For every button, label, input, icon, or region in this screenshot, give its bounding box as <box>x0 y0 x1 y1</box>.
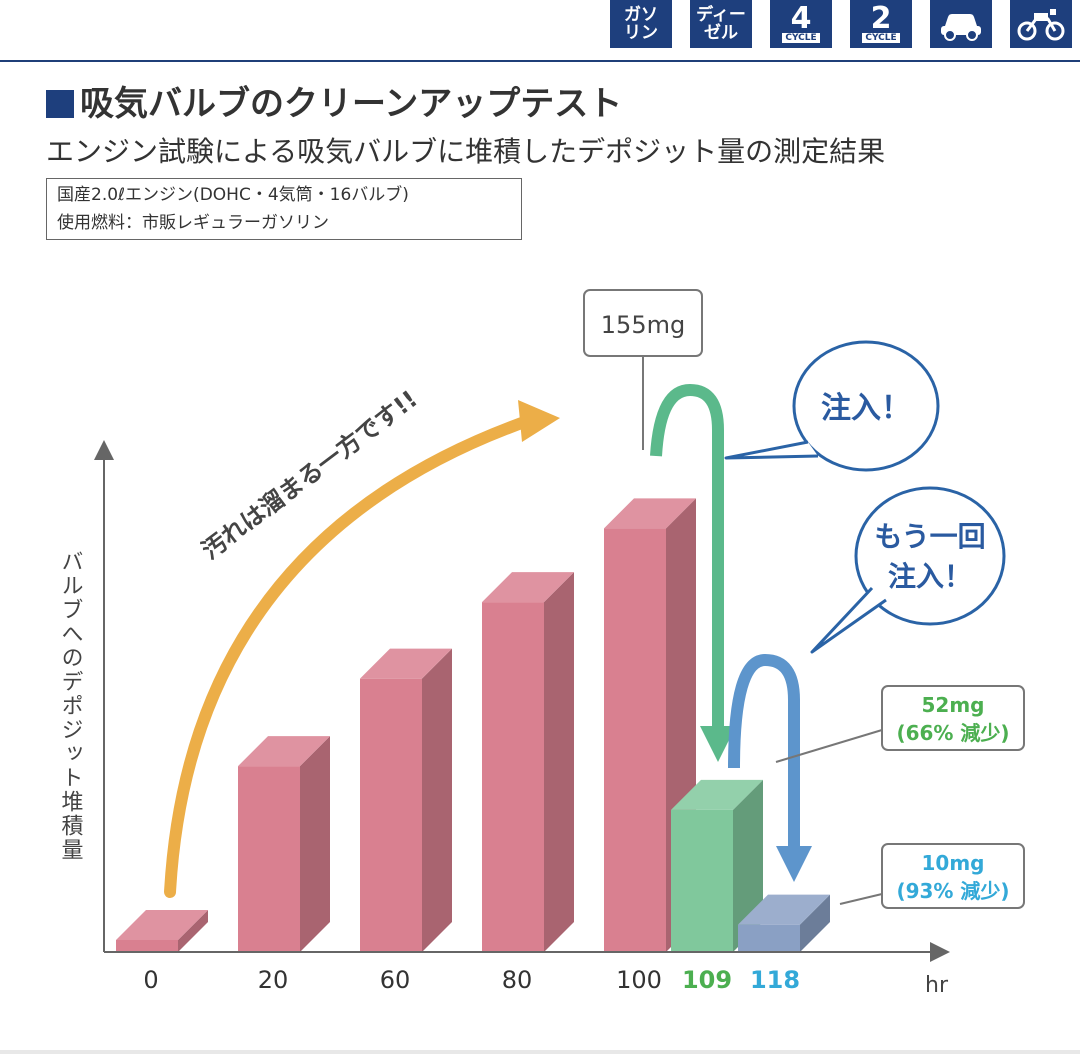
bar-top-60 <box>360 648 452 679</box>
x-axis-title: hr <box>925 973 949 998</box>
result2-box <box>881 843 1025 909</box>
bar-0 <box>116 910 208 952</box>
diesel-badge-line1: ディー <box>696 5 746 25</box>
bar-front-0 <box>116 940 178 952</box>
result2-value: 10mg <box>922 851 985 875</box>
inject2-bubble-tail <box>810 586 887 654</box>
tick-label-109: 109 <box>682 966 732 994</box>
bar-top-20 <box>238 736 330 767</box>
4cycle-badge: 4 CYCLE <box>770 0 832 48</box>
bar-front-20 <box>238 766 300 952</box>
car-icon <box>930 0 992 48</box>
tick-label-100: 100 <box>616 966 662 994</box>
bar-top-80 <box>482 572 574 603</box>
spec-line-2: 使用燃料：市販レギュラーガソリン <box>57 213 329 233</box>
inject2-arrow-line <box>728 653 800 850</box>
4cycle-label: CYCLE <box>782 33 820 43</box>
trend-arrow-head <box>518 400 560 442</box>
bars-group <box>116 498 830 952</box>
bar-top-118 <box>738 894 830 925</box>
diesel-badge-line2: ゼル <box>704 23 738 43</box>
deposit-bar-chart: バルブへのデポジット堆積量 hr 0 20 60 80 100 109 118 汚れは溜まる一方… <box>58 289 1025 998</box>
bar-20 <box>238 736 330 952</box>
bar-109 <box>671 779 763 952</box>
axes-group: バルブへのデポジット堆積量 hr 0 20 60 80 100 109 118 <box>58 440 950 998</box>
tick-label-20: 20 <box>258 966 289 994</box>
bar-front-118 <box>738 924 800 952</box>
inject1-text: 注入！ <box>821 391 911 426</box>
bar-side-118 <box>800 894 830 952</box>
diesel-badge: ディー ゼル <box>690 0 752 48</box>
y-axis-label: バルブへのデポジット堆積量 <box>58 550 84 862</box>
4cycle-number: 4 <box>790 1 812 36</box>
2cycle-label: CYCLE <box>862 33 900 43</box>
2cycle-badge: 2 CYCLE <box>850 0 912 48</box>
result2-leader <box>839 893 883 905</box>
tick-label-80: 80 <box>502 966 533 994</box>
gasoline-badge: ガソ リン <box>610 0 672 48</box>
gasoline-badge-line2: リン <box>624 23 658 43</box>
page-subtitle: エンジン試験による吸気バルブに堆積したデポジット量の測定結果 <box>46 135 886 168</box>
result1-value: 52mg <box>922 693 985 717</box>
title-square-icon <box>46 90 74 118</box>
bar-front-80 <box>482 602 544 952</box>
bar-60 <box>360 648 452 952</box>
bar-top-100 <box>604 498 696 529</box>
footer-divider <box>0 1050 1080 1054</box>
page-title-text: 吸気バルブのクリーンアップテスト <box>80 84 623 124</box>
badge-row: ガソ リン ディー ゼル 4 CYCLE 2 CYCLE <box>610 0 1072 48</box>
bar-80 <box>482 572 574 952</box>
gasoline-badge-line1: ガソ <box>624 5 658 25</box>
result1-leader <box>775 729 883 763</box>
peak-label: 155mg <box>601 311 685 339</box>
bar-side-60 <box>422 648 452 952</box>
inject1-arrow-line <box>650 383 724 730</box>
bar-front-100 <box>604 528 666 952</box>
header-bar: ガソ リン ディー ゼル 4 CYCLE 2 CYCLE <box>0 0 1080 62</box>
tick-label-118: 118 <box>750 966 800 994</box>
bar-side-20 <box>300 736 330 952</box>
result1-box <box>881 685 1025 751</box>
trend-text: 汚れは溜まる一方です!! <box>197 385 423 565</box>
bar-118 <box>738 894 830 952</box>
result1-reduction: (66% 減少) <box>896 721 1009 745</box>
bar-front-60 <box>360 678 422 952</box>
spec-line-1: 国産2.0ℓエンジン(DOHC・4気筒・16バルブ) <box>57 185 409 205</box>
spec-box: 国産2.0ℓエンジン(DOHC・4気筒・16バルブ) 使用燃料：市販レギュラーガ… <box>46 178 522 240</box>
tick-label-0: 0 <box>143 966 158 994</box>
motorcycle-icon <box>1010 0 1072 48</box>
bar-side-0 <box>178 910 208 952</box>
inject1-bubble <box>792 340 940 472</box>
tick-label-60: 60 <box>380 966 411 994</box>
result2-reduction: (93% 減少) <box>896 879 1009 903</box>
inject1-arrow-head <box>700 726 736 762</box>
inject2-text-line1: もう一回 <box>874 520 985 553</box>
inject1-bubble-tail <box>724 440 819 460</box>
trend-arrow-line <box>164 414 536 898</box>
page-title: 吸気バルブのクリーンアップテスト <box>46 76 622 125</box>
bar-top-0 <box>116 910 208 940</box>
inject2-bubble <box>854 486 1006 626</box>
bar-side-80 <box>544 572 574 952</box>
inject2-text-line2: 注入！ <box>888 560 972 593</box>
2cycle-number: 2 <box>870 1 892 36</box>
inject2-arrow-head <box>776 846 812 882</box>
bar-top-109 <box>671 779 763 810</box>
bar-front-109 <box>671 809 733 952</box>
